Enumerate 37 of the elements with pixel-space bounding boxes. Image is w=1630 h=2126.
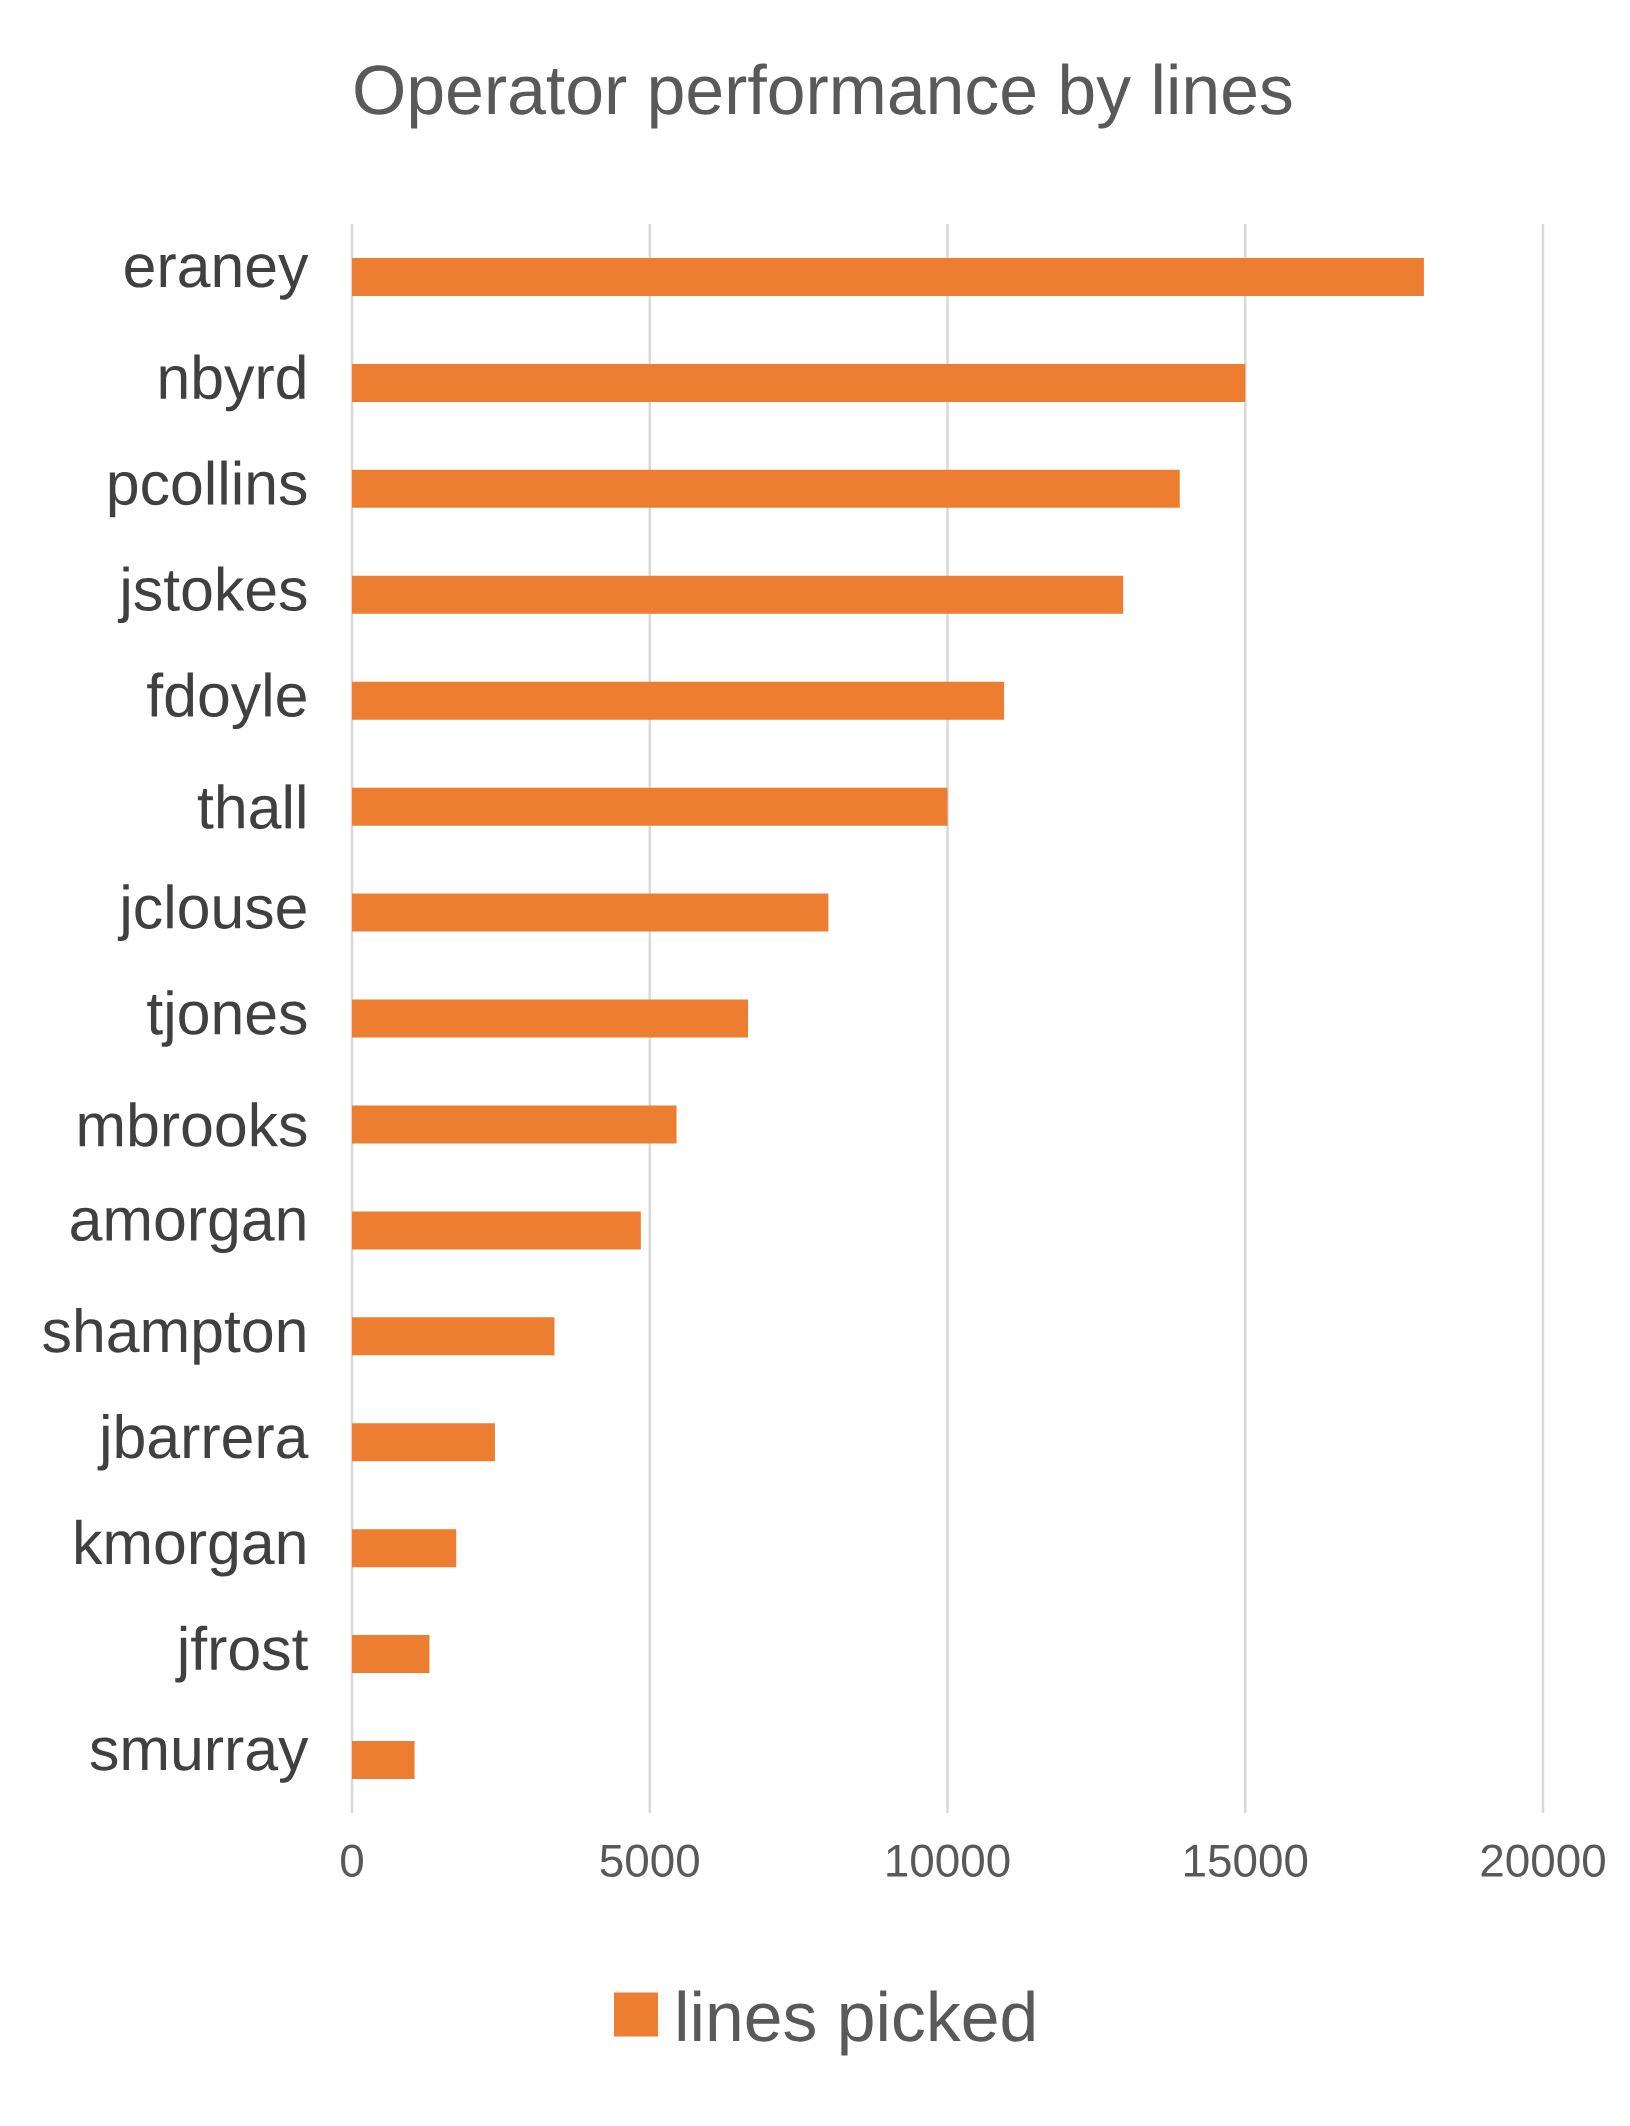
bar: [352, 893, 829, 932]
x-tick-label: 15000: [1185, 1844, 1308, 1877]
y-tick-label: shampton: [43, 1308, 305, 1365]
y-tick-label: smurray: [90, 1737, 309, 1783]
y-tick-label: jfrost: [175, 1625, 309, 1683]
y-tick-label: tjones: [147, 990, 307, 1047]
bar: [352, 681, 1005, 720]
x-tick-label: 5000: [600, 1844, 699, 1877]
bar: [352, 1423, 495, 1462]
x-tick-label: 10000: [887, 1844, 1010, 1877]
bar: [352, 469, 1180, 508]
bar: [352, 1741, 415, 1780]
bar: [352, 999, 749, 1038]
y-tick-label: jclouse: [117, 884, 306, 941]
bar: [352, 1635, 430, 1674]
y-tick-label: nbyrd: [160, 354, 305, 412]
bar: [352, 787, 948, 826]
bar: [352, 1317, 555, 1356]
bar: [352, 575, 1124, 614]
y-tick-label: jstokes: [117, 566, 307, 624]
y-tick-label: thall: [197, 784, 305, 829]
y-tick-label: mbrooks: [79, 1102, 307, 1147]
x-tick-label: 0: [341, 1844, 363, 1877]
x-tick-label: 20000: [1481, 1844, 1605, 1877]
y-tick-label: fdoyle: [147, 672, 306, 730]
bar: [352, 257, 1424, 296]
y-tick-label: eraney: [125, 254, 309, 300]
bar: [352, 1529, 457, 1568]
y-tick-label: kmorgan: [76, 1519, 305, 1577]
bar: [352, 1211, 641, 1250]
y-tick-label: amorgan: [71, 1207, 305, 1254]
bar: [352, 1105, 677, 1144]
bar: [352, 363, 1246, 402]
chart-title: Operator performance by lines: [355, 63, 1292, 129]
y-tick-label: jbarrera: [97, 1413, 309, 1471]
legend-label: lines picked: [678, 1990, 1034, 2056]
y-tick-label: pcollins: [109, 460, 307, 518]
